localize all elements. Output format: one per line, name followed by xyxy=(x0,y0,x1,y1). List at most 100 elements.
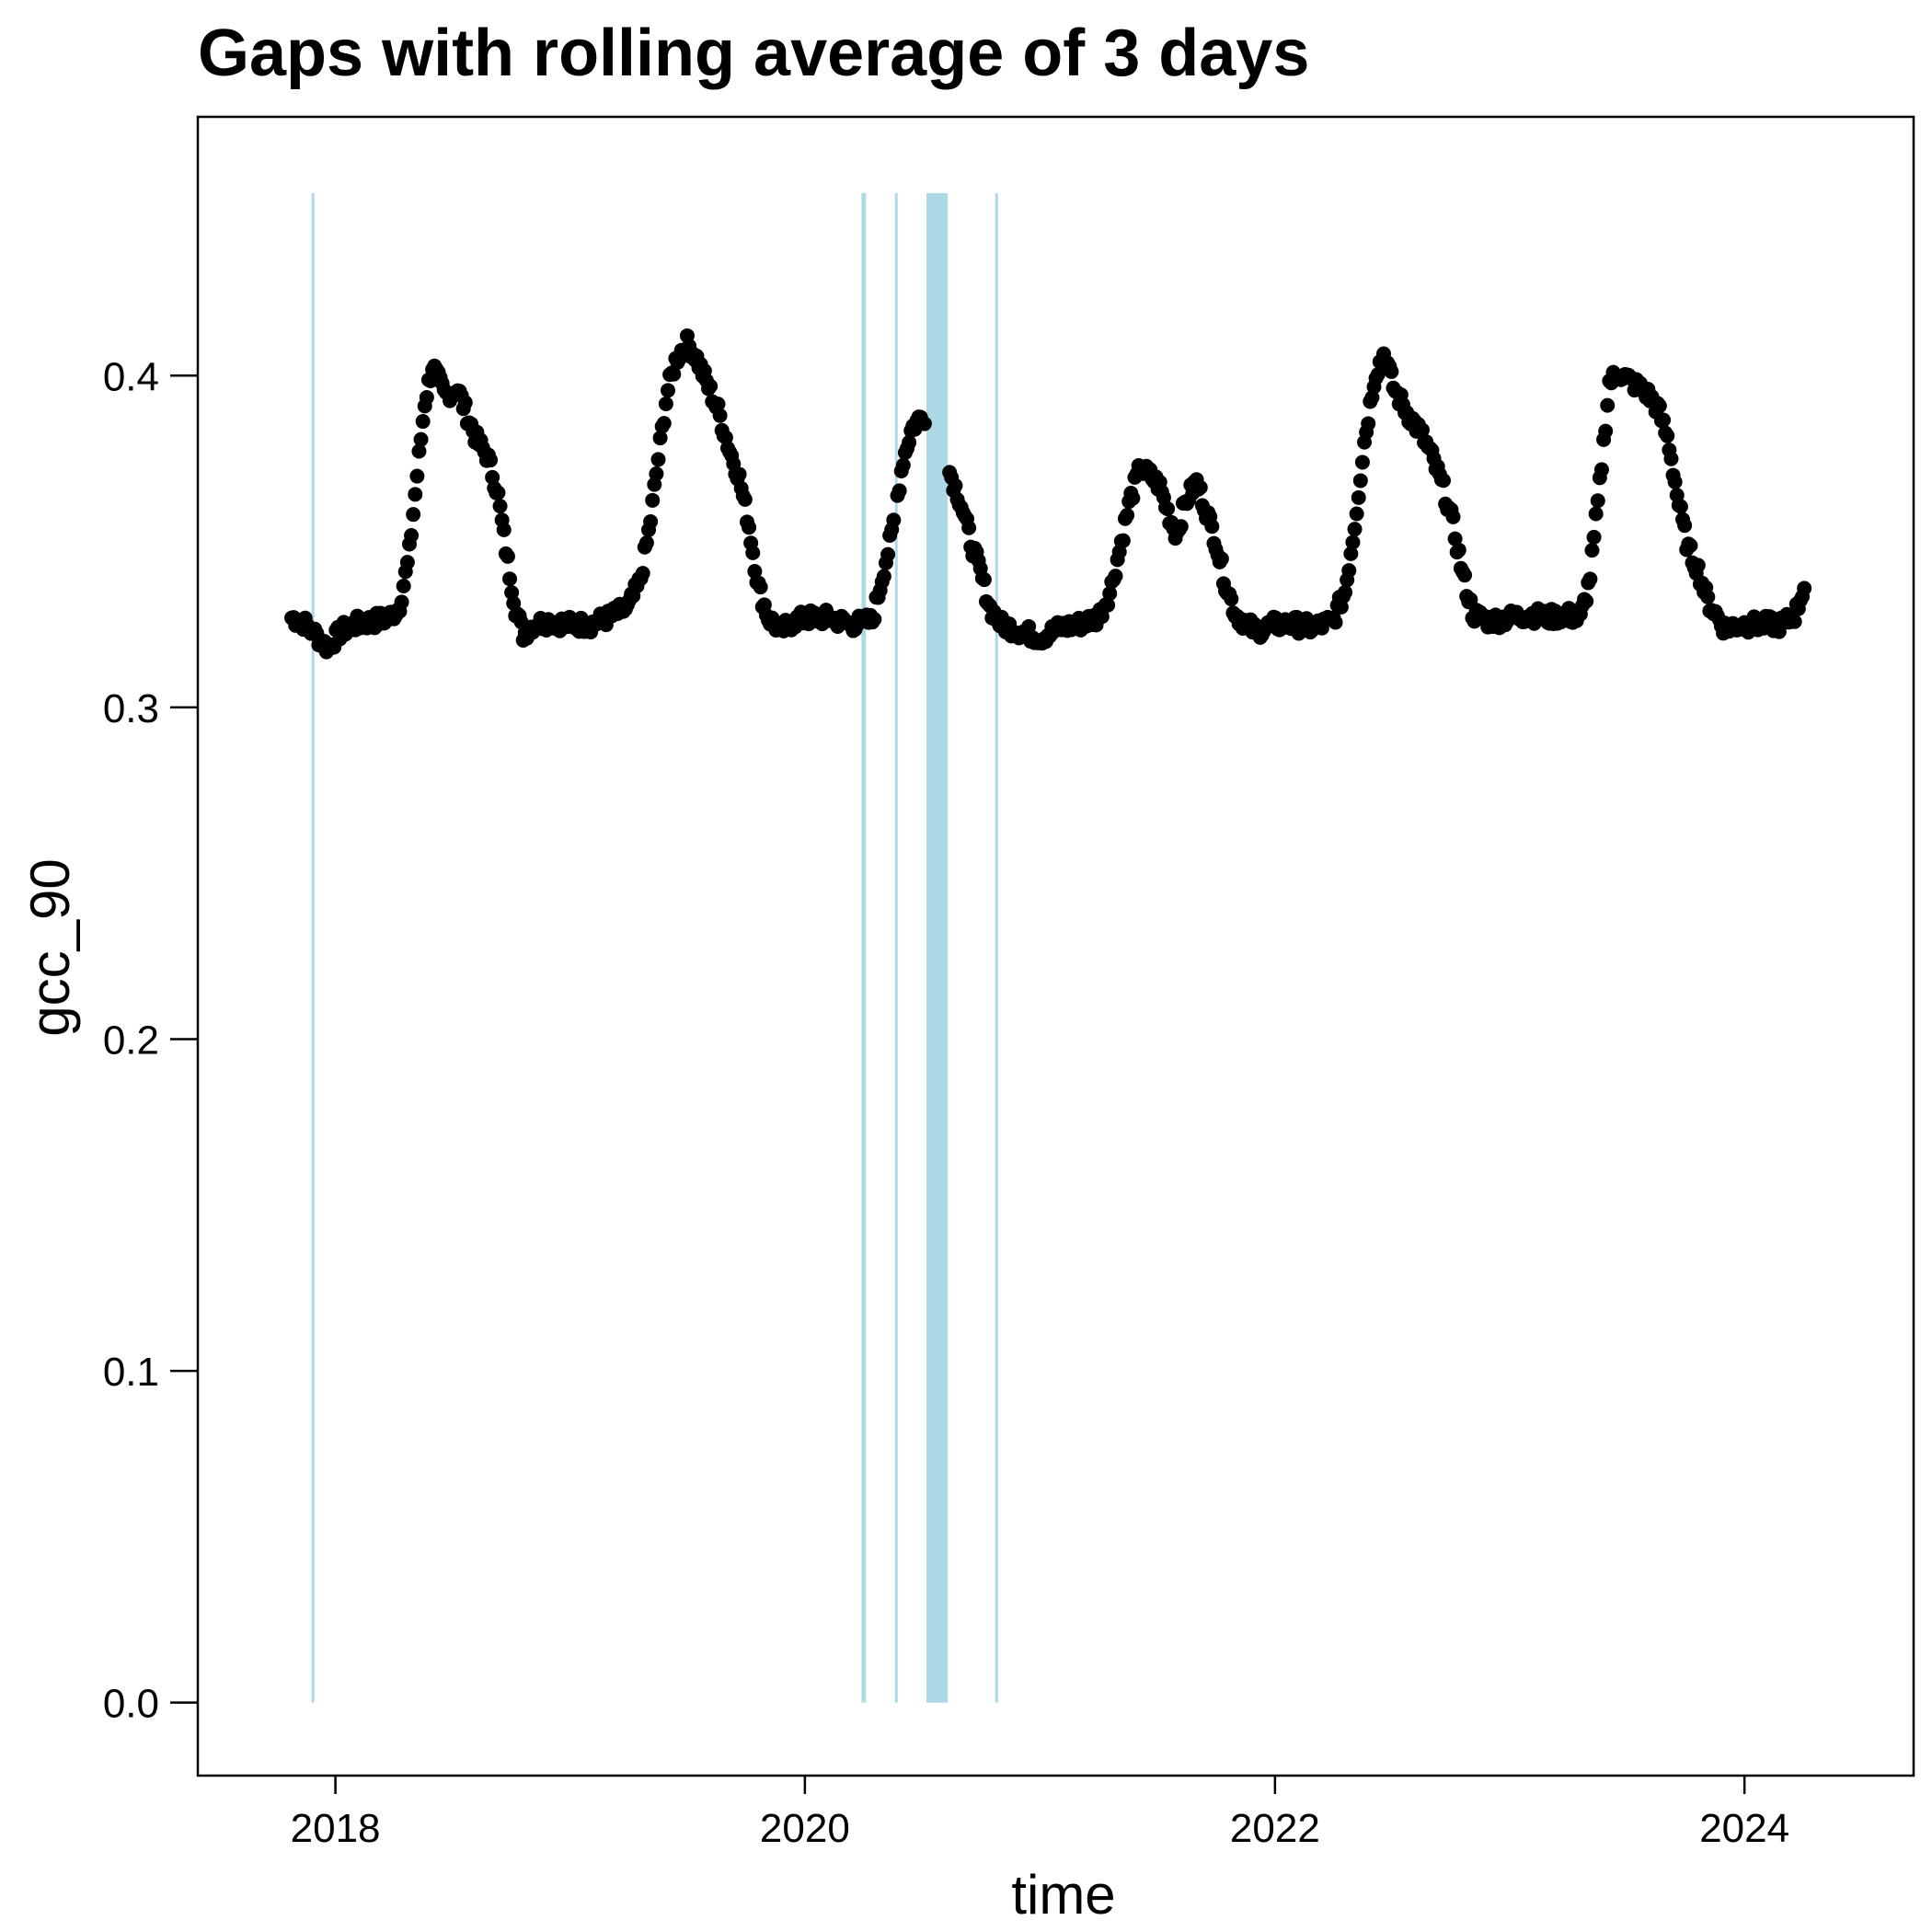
data-point xyxy=(635,566,650,581)
plot-frame xyxy=(196,115,1915,1777)
data-point xyxy=(396,579,411,594)
data-point xyxy=(1651,398,1667,414)
data-point xyxy=(1192,479,1208,495)
data-point xyxy=(500,548,515,564)
y-tick-label: 0.1 xyxy=(103,1350,159,1395)
data-point xyxy=(1797,581,1812,596)
data-points xyxy=(284,328,1812,660)
y-tick-label: 0.2 xyxy=(103,1018,159,1063)
data-point xyxy=(880,546,896,562)
data-point xyxy=(1673,499,1688,514)
data-point xyxy=(1787,614,1802,629)
data-point xyxy=(1338,584,1353,600)
data-point xyxy=(710,397,726,412)
data-point xyxy=(737,491,753,507)
data-point xyxy=(1108,569,1123,584)
data-point xyxy=(712,408,728,423)
data-point xyxy=(483,453,499,468)
data-point xyxy=(1593,462,1609,477)
data-point xyxy=(490,485,506,500)
gap-bands xyxy=(311,192,998,1703)
x-axis: 2018 2020 2022 2024 xyxy=(291,1776,1789,1851)
data-point xyxy=(1677,518,1693,534)
data-point xyxy=(1204,519,1220,535)
data-point xyxy=(666,366,682,382)
data-point xyxy=(948,477,963,493)
data-point xyxy=(1586,529,1602,545)
data-point xyxy=(1414,422,1430,438)
data-point xyxy=(916,416,932,431)
data-point xyxy=(404,528,420,544)
data-point xyxy=(394,594,409,610)
data-point xyxy=(1173,519,1189,535)
data-point xyxy=(660,383,675,398)
data-point xyxy=(1579,593,1594,609)
data-point xyxy=(747,564,763,580)
x-tick-label: 2018 xyxy=(291,1806,381,1851)
data-point xyxy=(976,572,992,588)
data-point xyxy=(1700,589,1716,604)
data-point xyxy=(409,468,425,484)
data-point xyxy=(753,580,768,595)
data-point xyxy=(1590,493,1605,509)
data-point xyxy=(645,492,661,508)
data-point xyxy=(961,520,977,535)
data-point xyxy=(406,507,421,523)
data-point xyxy=(703,378,719,394)
data-point xyxy=(1328,615,1343,630)
chart-title: Gaps with rolling average of 3 days xyxy=(198,17,1309,90)
data-point xyxy=(867,612,882,627)
data-point xyxy=(411,443,427,459)
data-point xyxy=(1598,423,1614,439)
y-tick-label: 0.3 xyxy=(103,686,159,731)
data-point xyxy=(731,466,747,482)
data-point xyxy=(1347,522,1363,537)
data-point xyxy=(902,434,917,450)
data-point xyxy=(1690,558,1706,573)
data-point xyxy=(1351,489,1366,505)
data-point xyxy=(1451,542,1466,558)
data-point xyxy=(658,396,673,411)
data-point xyxy=(1683,537,1698,553)
gap-band-3 xyxy=(926,192,949,1703)
gap-band-4 xyxy=(995,192,998,1703)
data-point xyxy=(1660,428,1675,443)
data-point xyxy=(1582,571,1598,587)
data-point xyxy=(1125,490,1141,506)
data-point xyxy=(1345,535,1361,550)
gap-band-2 xyxy=(894,192,898,1703)
data-point xyxy=(876,569,891,584)
data-point xyxy=(1600,397,1616,413)
data-point xyxy=(1160,501,1176,517)
data-point xyxy=(496,522,512,537)
x-axis-label: time xyxy=(1011,1864,1115,1926)
y-tick-label: 0.0 xyxy=(103,1682,159,1727)
data-point xyxy=(1588,506,1604,522)
data-point xyxy=(1370,367,1386,383)
data-point xyxy=(1021,618,1037,634)
data-point xyxy=(886,512,902,528)
data-point xyxy=(643,513,659,529)
data-point xyxy=(742,520,757,535)
data-point xyxy=(895,457,911,473)
data-point xyxy=(1102,586,1118,602)
data-point xyxy=(1352,473,1368,489)
x-tick-label: 2020 xyxy=(760,1806,850,1851)
data-point xyxy=(413,431,429,447)
data-point xyxy=(1213,551,1229,567)
data-point xyxy=(638,535,654,550)
gap-band-1 xyxy=(861,192,867,1703)
data-point xyxy=(502,571,518,587)
data-point xyxy=(652,431,668,446)
x-tick-label: 2022 xyxy=(1230,1806,1320,1851)
data-point xyxy=(1354,454,1370,470)
data-point xyxy=(1384,363,1399,379)
data-point xyxy=(656,416,672,431)
data-point xyxy=(1663,451,1679,466)
data-point xyxy=(1115,533,1131,548)
data-point xyxy=(1111,544,1127,559)
data-point xyxy=(1656,412,1672,428)
data-point xyxy=(1436,473,1452,489)
data-point xyxy=(1120,508,1135,523)
